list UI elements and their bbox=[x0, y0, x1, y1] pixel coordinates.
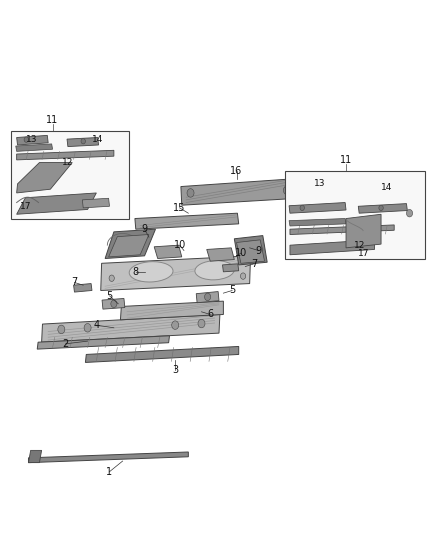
Text: 7: 7 bbox=[71, 278, 78, 287]
Circle shape bbox=[240, 273, 246, 279]
Text: 7: 7 bbox=[251, 259, 257, 269]
Text: 14: 14 bbox=[381, 183, 392, 192]
Polygon shape bbox=[28, 452, 188, 463]
Circle shape bbox=[111, 300, 117, 308]
Circle shape bbox=[172, 321, 179, 329]
Polygon shape bbox=[135, 213, 239, 229]
Text: 9: 9 bbox=[141, 224, 148, 234]
Text: 12: 12 bbox=[353, 241, 365, 249]
Text: 11: 11 bbox=[46, 115, 59, 125]
Text: 5: 5 bbox=[106, 291, 113, 301]
Text: 2: 2 bbox=[63, 339, 69, 349]
Bar bbox=[11, 131, 129, 219]
Polygon shape bbox=[120, 301, 223, 320]
Polygon shape bbox=[82, 198, 110, 208]
Circle shape bbox=[81, 139, 85, 144]
Circle shape bbox=[198, 319, 205, 328]
Polygon shape bbox=[17, 163, 72, 193]
Bar bbox=[285, 171, 425, 259]
Text: 4: 4 bbox=[93, 320, 99, 330]
Polygon shape bbox=[290, 225, 394, 235]
Text: 9: 9 bbox=[255, 246, 261, 255]
Text: 8: 8 bbox=[133, 267, 139, 277]
Polygon shape bbox=[289, 219, 346, 226]
Polygon shape bbox=[358, 204, 407, 213]
Circle shape bbox=[379, 205, 383, 211]
Text: 3: 3 bbox=[172, 366, 178, 375]
Polygon shape bbox=[234, 236, 267, 265]
Circle shape bbox=[24, 137, 28, 142]
Text: 1: 1 bbox=[106, 467, 113, 477]
Polygon shape bbox=[67, 138, 99, 147]
Circle shape bbox=[205, 293, 211, 301]
Polygon shape bbox=[16, 144, 53, 151]
Polygon shape bbox=[207, 248, 234, 261]
Polygon shape bbox=[17, 135, 48, 145]
Circle shape bbox=[300, 205, 304, 211]
Ellipse shape bbox=[195, 261, 234, 280]
Polygon shape bbox=[237, 240, 265, 263]
Text: 15: 15 bbox=[173, 203, 186, 213]
Circle shape bbox=[84, 324, 91, 332]
Polygon shape bbox=[154, 245, 182, 259]
Ellipse shape bbox=[129, 262, 173, 282]
Polygon shape bbox=[196, 292, 219, 303]
Text: 10: 10 bbox=[235, 248, 247, 258]
Polygon shape bbox=[101, 256, 251, 290]
Circle shape bbox=[406, 209, 413, 217]
Polygon shape bbox=[223, 264, 239, 272]
Text: 13: 13 bbox=[26, 135, 37, 144]
Polygon shape bbox=[42, 314, 220, 342]
Polygon shape bbox=[74, 284, 92, 292]
Text: 14: 14 bbox=[92, 135, 103, 144]
Polygon shape bbox=[346, 214, 381, 248]
Polygon shape bbox=[85, 346, 239, 362]
Polygon shape bbox=[290, 240, 374, 255]
Polygon shape bbox=[105, 229, 155, 259]
Text: 6: 6 bbox=[207, 310, 213, 319]
Circle shape bbox=[109, 275, 114, 281]
Circle shape bbox=[58, 325, 65, 334]
Polygon shape bbox=[181, 179, 298, 205]
Text: 12: 12 bbox=[62, 158, 74, 167]
Polygon shape bbox=[109, 235, 149, 257]
Polygon shape bbox=[17, 150, 114, 160]
Polygon shape bbox=[17, 193, 96, 214]
Text: 10: 10 bbox=[173, 240, 186, 250]
Polygon shape bbox=[28, 450, 42, 463]
Circle shape bbox=[187, 189, 194, 197]
Text: 16: 16 bbox=[230, 166, 243, 175]
Polygon shape bbox=[102, 298, 125, 309]
Polygon shape bbox=[37, 336, 170, 349]
Polygon shape bbox=[289, 203, 346, 213]
Circle shape bbox=[283, 186, 290, 195]
Text: 17: 17 bbox=[20, 203, 31, 211]
Text: 17: 17 bbox=[358, 249, 369, 257]
Text: 13: 13 bbox=[314, 180, 325, 188]
Text: 5: 5 bbox=[229, 286, 235, 295]
Text: 11: 11 bbox=[340, 155, 352, 165]
